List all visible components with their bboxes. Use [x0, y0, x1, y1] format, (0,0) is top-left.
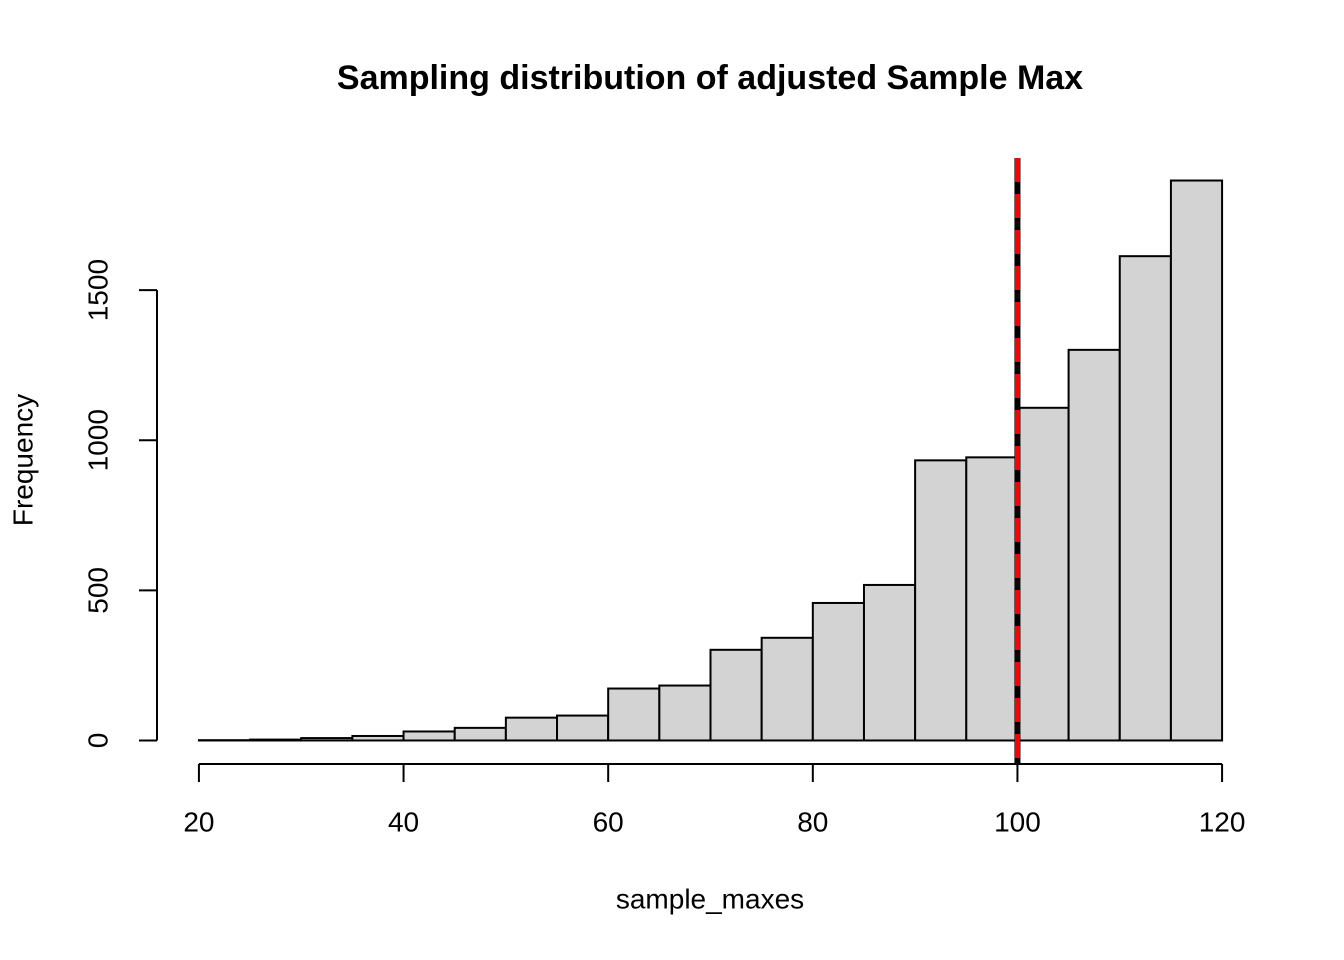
bar [351, 734, 405, 742]
bar [607, 687, 661, 742]
x-axis-label: sample_maxes [616, 883, 804, 914]
bar [862, 583, 917, 742]
bar [709, 648, 763, 742]
y-tick-label: 1000 [82, 409, 113, 471]
bar [556, 714, 610, 742]
x-tick-label: 120 [1199, 806, 1246, 837]
y-axis-label: Frequency [7, 394, 38, 526]
x-tick-label: 80 [797, 806, 828, 837]
x-tick-label: 40 [388, 806, 419, 837]
bar [300, 737, 354, 742]
y-tick-label: 0 [82, 733, 113, 749]
bar [504, 716, 559, 742]
bar [1067, 348, 1121, 742]
bar [658, 684, 712, 742]
bar [453, 726, 507, 742]
x-tick-label: 20 [183, 806, 214, 837]
bar [1016, 406, 1070, 742]
x-tick-label: 100 [994, 806, 1041, 837]
bar [402, 730, 456, 742]
y-tick-label: 500 [82, 567, 113, 614]
y-tick-label: 1500 [82, 259, 113, 321]
bar [1118, 255, 1172, 742]
x-tick-label: 60 [593, 806, 624, 837]
bar [760, 636, 814, 742]
bar [914, 459, 968, 742]
bar [249, 738, 303, 742]
bar [811, 601, 865, 742]
bar [965, 456, 1019, 742]
chart-title: Sampling distribution of adjusted Sample… [337, 59, 1083, 97]
bar [1169, 179, 1224, 742]
